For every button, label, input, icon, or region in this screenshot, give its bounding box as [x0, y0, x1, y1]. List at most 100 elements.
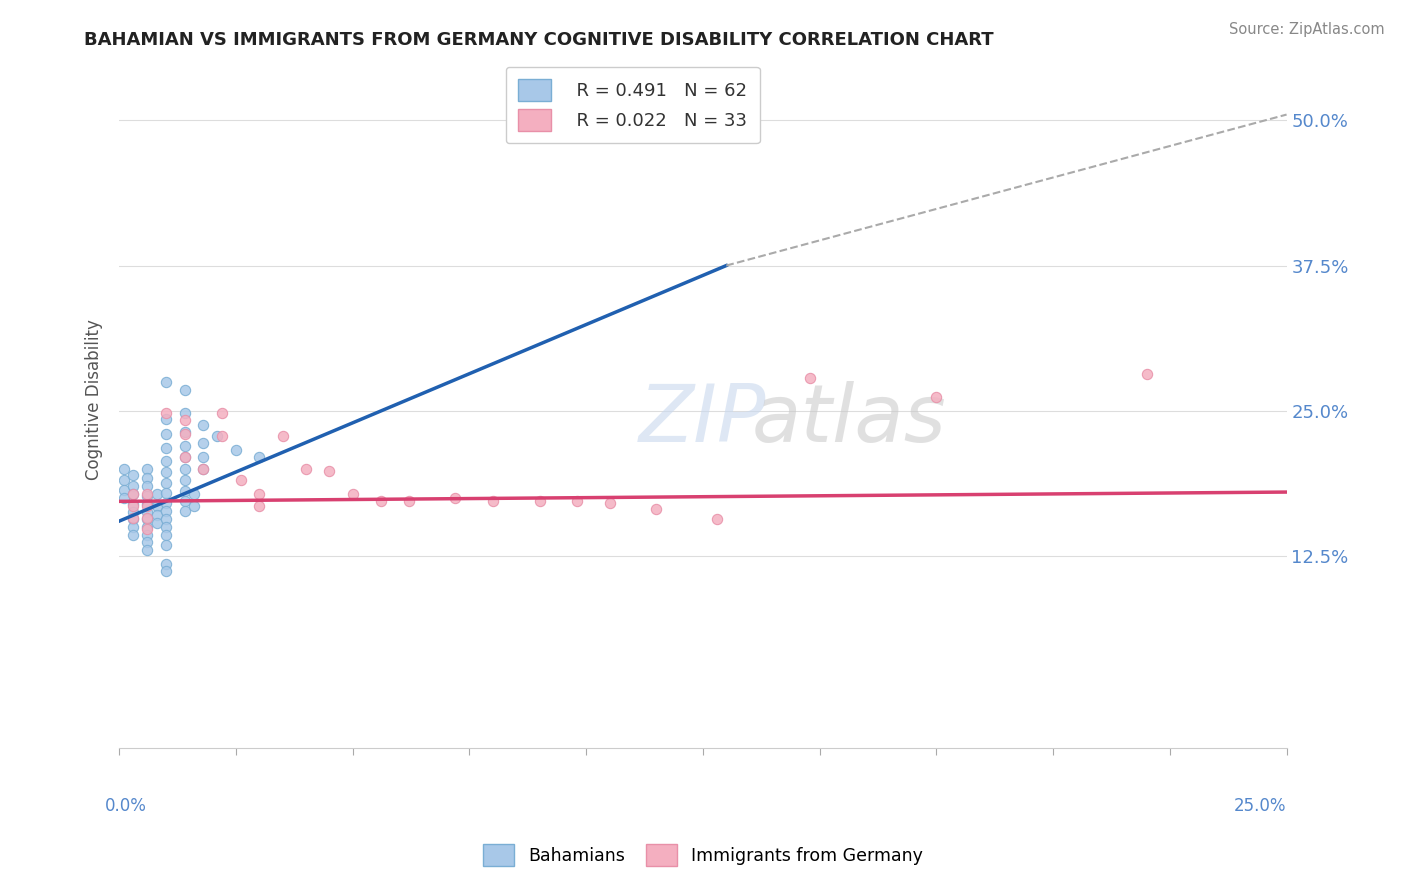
Point — [193, 417, 215, 432]
Point — [112, 483, 135, 497]
Point — [136, 479, 159, 493]
Point — [136, 505, 159, 519]
Point — [122, 512, 145, 526]
Point — [122, 505, 145, 519]
Point — [122, 510, 145, 524]
Point — [599, 495, 621, 509]
Point — [136, 489, 159, 503]
Legend: Bahamians, Immigrants from Germany: Bahamians, Immigrants from Germany — [477, 838, 929, 872]
Text: 0.0%: 0.0% — [105, 797, 148, 815]
Point — [155, 503, 177, 517]
Point — [136, 510, 159, 524]
Point — [398, 494, 420, 508]
Point — [799, 371, 821, 385]
Point — [645, 502, 668, 516]
Point — [173, 427, 195, 442]
Point — [370, 494, 392, 508]
Point — [271, 429, 294, 443]
Point — [155, 539, 177, 553]
Point — [136, 462, 159, 476]
Point — [136, 528, 159, 542]
Point — [122, 467, 145, 482]
Point — [193, 436, 215, 450]
Point — [136, 499, 159, 513]
Point — [444, 491, 467, 505]
Text: BAHAMIAN VS IMMIGRANTS FROM GERMANY COGNITIVE DISABILITY CORRELATION CHART: BAHAMIAN VS IMMIGRANTS FROM GERMANY COGN… — [84, 31, 994, 49]
Point — [155, 375, 177, 389]
Point — [155, 412, 177, 426]
Point — [155, 406, 177, 420]
Point — [136, 520, 159, 534]
Point — [211, 406, 233, 420]
Point — [173, 483, 195, 498]
Text: Source: ZipAtlas.com: Source: ZipAtlas.com — [1229, 22, 1385, 37]
Point — [173, 503, 195, 517]
Point — [173, 450, 195, 465]
Point — [112, 462, 135, 476]
Y-axis label: Cognitive Disability: Cognitive Disability — [86, 318, 103, 480]
Point — [155, 453, 177, 467]
Point — [318, 464, 340, 478]
Point — [155, 475, 177, 490]
Text: 25.0%: 25.0% — [1234, 797, 1286, 815]
Point — [173, 439, 195, 453]
Point — [145, 487, 167, 501]
Point — [155, 520, 177, 534]
Point — [342, 487, 364, 501]
Point — [183, 487, 205, 501]
Point — [207, 429, 229, 443]
Text: ZIP: ZIP — [640, 381, 766, 459]
Point — [155, 495, 177, 509]
Point — [529, 494, 551, 508]
Point — [136, 471, 159, 485]
Point — [1135, 367, 1157, 381]
Point — [112, 491, 135, 505]
Point — [173, 413, 195, 427]
Point — [247, 487, 270, 501]
Point — [173, 383, 195, 397]
Point — [122, 487, 145, 501]
Point — [211, 429, 233, 443]
Point — [925, 390, 948, 404]
Point — [122, 520, 145, 534]
Point — [229, 474, 252, 488]
Point — [706, 512, 728, 526]
Point — [145, 499, 167, 513]
Point — [247, 499, 270, 513]
Point — [122, 497, 145, 511]
Point — [145, 516, 167, 531]
Point — [173, 474, 195, 488]
Point — [136, 487, 159, 501]
Point — [136, 543, 159, 558]
Point — [183, 499, 205, 513]
Point — [247, 450, 270, 465]
Point — [155, 528, 177, 542]
Point — [122, 499, 145, 513]
Point — [155, 466, 177, 480]
Point — [173, 406, 195, 420]
Point — [136, 512, 159, 526]
Point — [565, 494, 588, 508]
Point — [193, 450, 215, 465]
Point — [155, 441, 177, 455]
Point — [122, 487, 145, 501]
Point — [155, 512, 177, 526]
Point — [145, 508, 167, 523]
Point — [122, 479, 145, 493]
Point — [173, 450, 195, 465]
Point — [193, 462, 215, 476]
Legend:   R = 0.491   N = 62,   R = 0.022   N = 33: R = 0.491 N = 62, R = 0.022 N = 33 — [506, 67, 761, 144]
Text: atlas: atlas — [751, 381, 946, 459]
Point — [295, 462, 318, 476]
Point — [173, 494, 195, 508]
Point — [155, 557, 177, 571]
Point — [136, 522, 159, 536]
Point — [173, 425, 195, 439]
Point — [122, 528, 145, 542]
Point — [155, 486, 177, 500]
Point — [482, 494, 505, 508]
Point — [112, 474, 135, 488]
Point — [193, 462, 215, 476]
Point — [225, 443, 247, 458]
Point — [155, 564, 177, 578]
